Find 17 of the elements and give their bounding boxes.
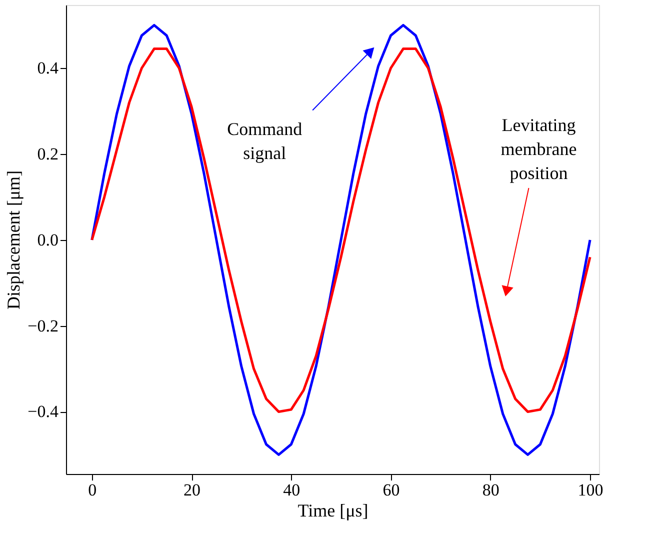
line-series — [90, 24, 592, 456]
x-tick-label: 40 — [283, 480, 300, 500]
x-tick-label: 0 — [88, 480, 97, 500]
x-tick-label: 80 — [482, 480, 500, 500]
x-axis-title: Time [μs] — [298, 500, 368, 520]
x-tick-label: 60 — [382, 480, 400, 500]
x-tick-label: 20 — [184, 480, 201, 500]
y-tick-label: −0.2 — [28, 316, 58, 336]
line-series — [90, 48, 592, 413]
y-axis-title: Displacement [μm] — [4, 170, 24, 310]
y-tick-label: 0.4 — [37, 58, 59, 78]
y-tick-label: 0.0 — [37, 230, 58, 250]
annotation: Command signal — [227, 119, 302, 164]
y-tick-label: −0.4 — [28, 402, 59, 422]
y-tick-label: 0.2 — [37, 144, 58, 164]
annotation: Levitating membrane position — [500, 114, 577, 183]
x-tick-label: 100 — [578, 480, 604, 500]
